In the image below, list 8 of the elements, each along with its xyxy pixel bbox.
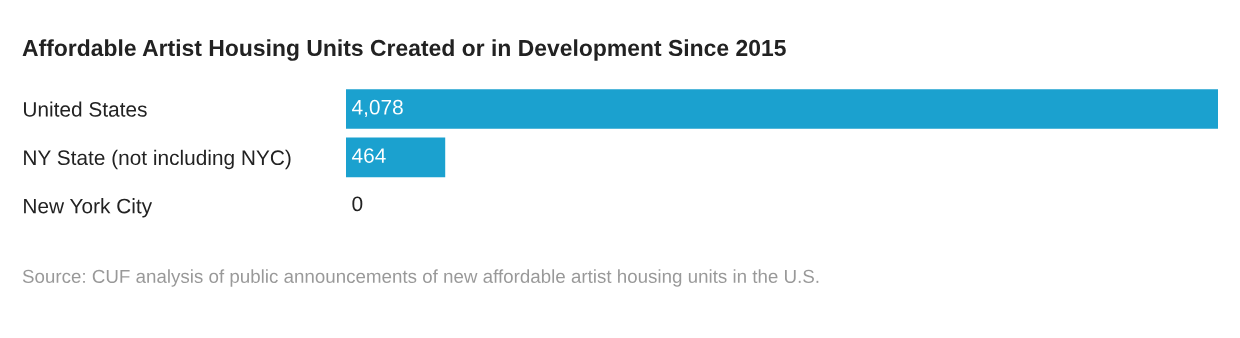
source-note: Source: CUF analysis of public announcements of new affordable artist housing units in the U.S. [22,269,819,287]
y-tick-label: United States [24,101,147,117]
data-label: 4,078 [352,99,403,118]
y-tick-label: New York City [24,198,153,218]
chart-title: Affordable Artist Housing Units Created or in Development Since 2015 [22,39,786,61]
data-label: 464 [352,148,386,163]
y-tick-label: NY State (not including NYC) [24,149,291,170]
data-label: 0 [352,196,363,212]
